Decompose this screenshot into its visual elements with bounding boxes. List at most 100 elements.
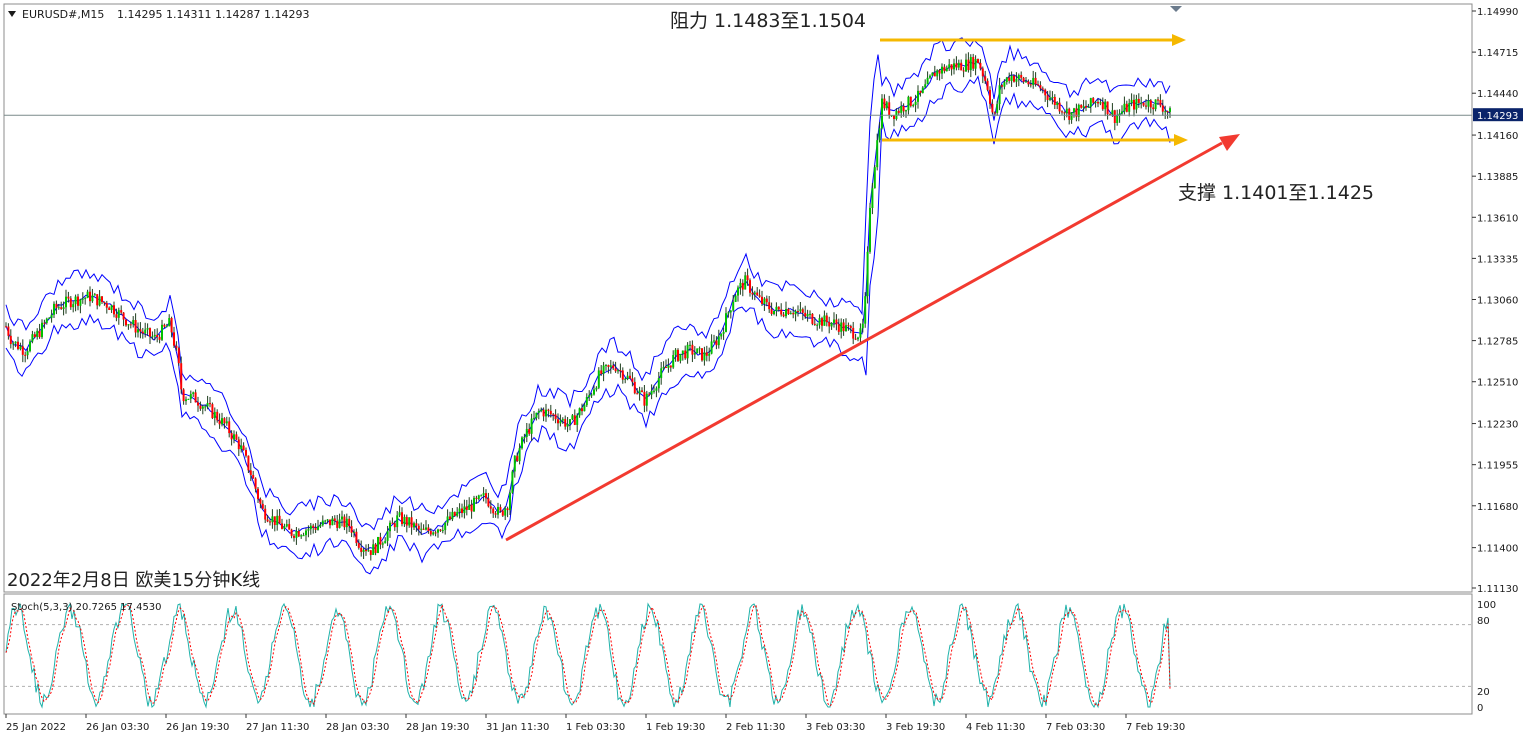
candle-body [273,516,276,526]
price-tick-label: 1.12510 [1477,378,1518,389]
symbol-menu-icon[interactable] [8,11,16,17]
stoch-panel[interactable] [3,593,1473,715]
candle-body [530,418,533,434]
candle-body [477,495,480,499]
candle-body [861,323,864,329]
ohlc-label: 1.14295 1.14311 1.14287 1.14293 [117,8,309,21]
candle-body [732,301,735,311]
candle-body [463,506,466,514]
candle-body [144,329,147,334]
candle-body [72,304,75,308]
candle-body [197,402,199,406]
candle-body [801,309,804,313]
candle-body [607,365,610,367]
candle-body [465,506,468,510]
candle-body [605,365,607,367]
candle-body [509,492,511,511]
candle-body [50,314,53,318]
candle-body [201,406,204,409]
candle-body [708,353,711,356]
candle-body [722,331,725,334]
candle-body [29,341,31,352]
candle-body [960,62,963,71]
candle-body [857,337,859,340]
candle-body [948,64,951,68]
candle-body [979,62,982,69]
candle-body [405,516,408,526]
candles [5,52,1171,561]
candle-body [129,324,132,326]
candle-body [770,309,773,315]
lower-band-line [5,75,1171,575]
candle-body [156,334,159,337]
candle-body [588,395,591,397]
candle-body [113,305,115,315]
time-tick-label: 25 Jan 2022 [6,722,66,733]
candle-body [1070,112,1073,120]
candle-body [1106,101,1109,115]
candle-body [1029,84,1032,86]
candle-body [902,105,905,112]
candle-body [487,498,490,507]
price-tick-label: 1.14440 [1477,89,1518,100]
candle-body [127,324,130,326]
candle-body [410,517,413,528]
candle-body [871,188,874,209]
candle-body [830,322,833,327]
candle-body [684,350,687,359]
candle-body [1041,88,1044,90]
candle-body [729,310,732,313]
candle-body [314,527,317,530]
candle-body [813,323,816,325]
candle-body [1118,113,1121,116]
candle-body [377,537,379,553]
time-tick-label: 27 Jan 11:30 [246,722,309,733]
candle-body [1092,98,1095,103]
candle-body [552,414,555,416]
candle-body [974,59,977,69]
candle-body [396,515,399,528]
candle-body [991,103,994,113]
candle-body [225,421,228,424]
candle-body [912,104,915,106]
candle-body [105,303,108,308]
candle-body [600,370,603,374]
candle-body [521,437,523,449]
candle-body [713,340,715,342]
candle-body [1152,107,1155,110]
candle-body [381,543,384,545]
candle-body [648,393,651,395]
candle-body [497,506,499,515]
candle-body [1123,103,1126,112]
candle-body [345,518,348,528]
candle-body [650,390,653,395]
candle-body [17,341,19,350]
stoch-level-0: 0 [1477,703,1483,714]
candle-body [1032,77,1035,86]
candle-body [132,320,135,325]
shift-marker-icon[interactable] [1170,6,1182,12]
candle-body [679,354,682,361]
candle-body [566,424,569,427]
candle-body [91,295,94,302]
candle-body [1010,75,1013,81]
candle-body [609,365,612,367]
stoch-level-80: 80 [1477,616,1490,627]
candle-body [878,128,881,141]
candle-body [187,398,190,400]
candle-body [41,322,43,338]
candle-body [125,319,127,326]
stoch-main-line [5,602,1171,709]
candle-body [446,516,449,523]
candle-body [425,527,427,530]
candle-body [55,303,58,308]
candle-body [398,512,401,516]
symbol-label: EURUSD#,M15 [22,8,104,21]
candle-body [89,291,91,302]
price-tick-label: 1.12230 [1477,420,1518,431]
price-tick-label: 1.13335 [1477,254,1518,265]
candle-body [317,526,319,530]
candle-body [173,332,175,346]
